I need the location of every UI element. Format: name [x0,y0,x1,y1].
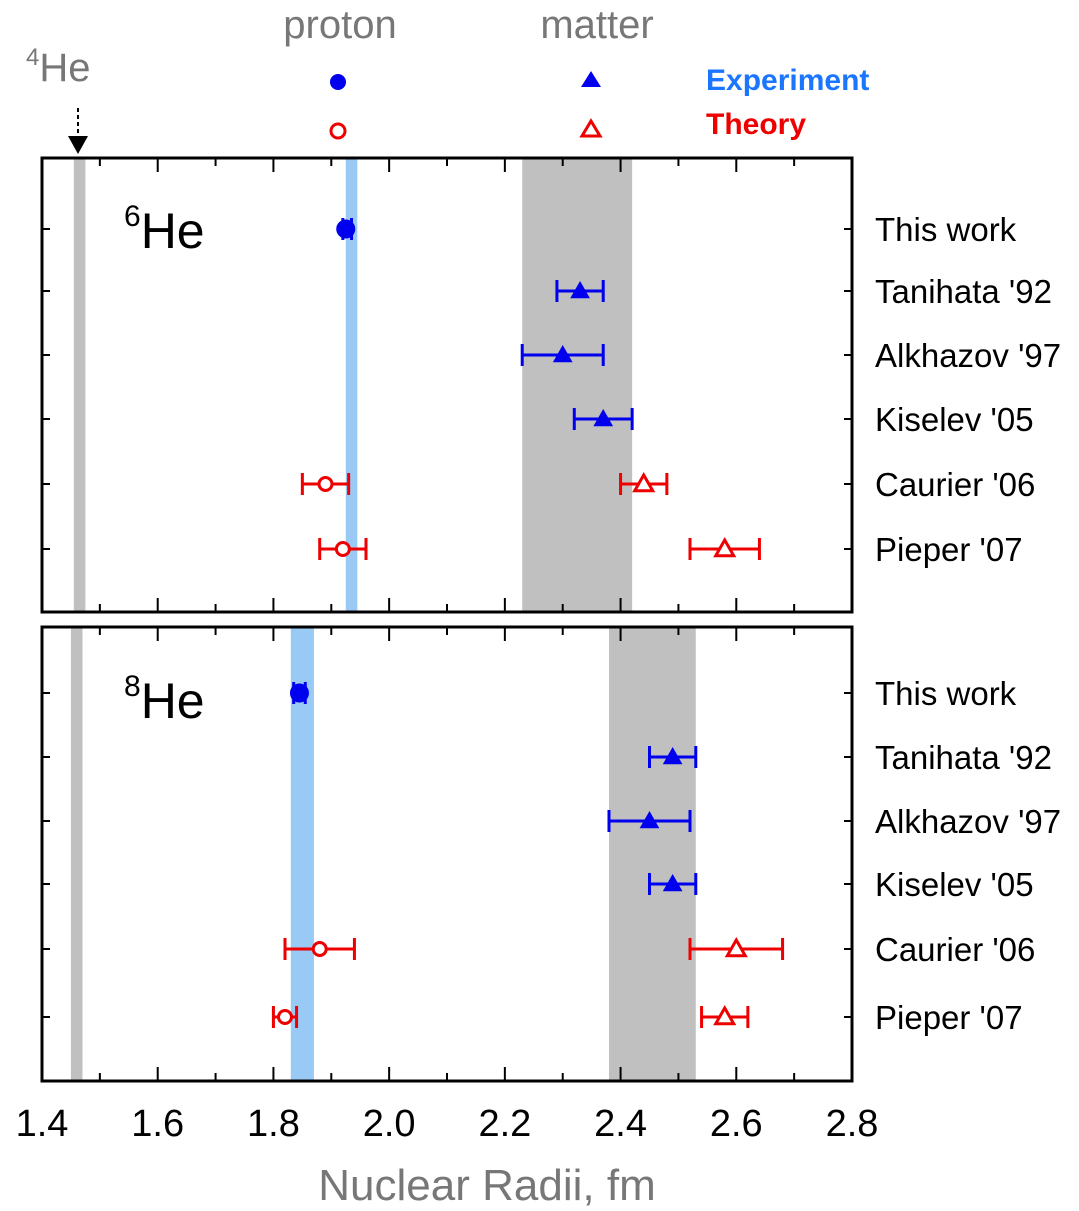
matter-point [713,1004,737,1026]
legend: proton matter Experiment Theory [283,3,869,141]
he4-arrow-head [68,136,88,154]
row-label: Pieper '07 [875,999,1023,1036]
proton-point [334,541,351,557]
panel-title: 8He [124,670,205,729]
panel-he8: 8He This work Tanihata '92 Alkhazov '97 Kise… [40,625,1061,1083]
proton-point [336,219,356,239]
proton-point [311,941,328,957]
panel-nucleus-symbol: He [141,673,205,729]
row-label: Pieper '07 [875,531,1023,568]
x-tick-label: 2.2 [478,1103,531,1145]
panel-title: 6He [124,200,205,259]
proton-point [289,683,309,703]
matter-point [632,471,656,493]
legend-matter-theory-marker [579,118,603,138]
x-tick-label: 2.8 [826,1103,879,1145]
row-label: This work [875,211,1017,248]
row-label: Kiselev '05 [875,866,1034,903]
he4-symbol: He [39,46,90,90]
panel-nucleus-symbol: He [141,203,205,259]
row-label: This work [875,675,1017,712]
he4-annotation: 4He [26,44,91,154]
x-tick-label: 1.8 [247,1103,300,1145]
legend-theory-label: Theory [706,108,806,141]
matter-point [570,280,590,299]
he4-radius-band [73,158,86,612]
x-tick-label: 2.0 [363,1103,416,1145]
proton-radius-band [345,158,358,612]
legend-experiment-label: Experiment [706,64,869,97]
proton-point [277,1009,293,1025]
matter-point [713,536,737,558]
x-tick-label: 1.6 [131,1103,184,1145]
matter-point [662,746,683,765]
matter-radius-band [522,158,633,612]
x-tick-label: 2.6 [710,1103,763,1145]
panel-mass-number: 6 [124,200,141,233]
matter-point [593,408,614,427]
legend-matter-label: matter [540,3,653,47]
matter-point [639,810,660,829]
matter-radius-band [609,627,696,1081]
x-tick-label: 2.4 [594,1103,647,1145]
row-label: Caurier '06 [875,931,1035,968]
legend-matter-experiment-marker [581,71,601,87]
x-axis: 1.4 1.6 1.8 2.0 2.2 2.4 2.6 2.8 [16,1103,879,1145]
row-label: Alkhazov '97 [875,803,1061,840]
x-axis-label: Nuclear Radii, fm [318,1161,655,1210]
panel-mass-number: 8 [124,670,141,703]
legend-proton-label: proton [283,3,396,47]
row-label: Tanihata '92 [875,273,1052,310]
proton-point [317,476,334,492]
he4-radius-band [70,627,83,1081]
matter-point [552,344,573,363]
matter-point [724,936,748,958]
legend-proton-theory-marker [329,122,347,140]
panel-he6: 6He This work Tanihata '92 Alkhazov '97 Kise… [40,156,1061,614]
legend-proton-experiment-marker [330,74,346,90]
row-label: Tanihata '92 [875,739,1052,776]
he4-mass-number: 4 [26,44,39,71]
row-label: Kiselev '05 [875,401,1034,438]
row-label: Caurier '06 [875,466,1035,503]
matter-point [662,873,683,892]
x-tick-label: 1.4 [16,1103,69,1145]
row-label: Alkhazov '97 [875,337,1061,374]
proton-radius-band [290,627,314,1081]
he4-label: 4He [26,44,91,90]
